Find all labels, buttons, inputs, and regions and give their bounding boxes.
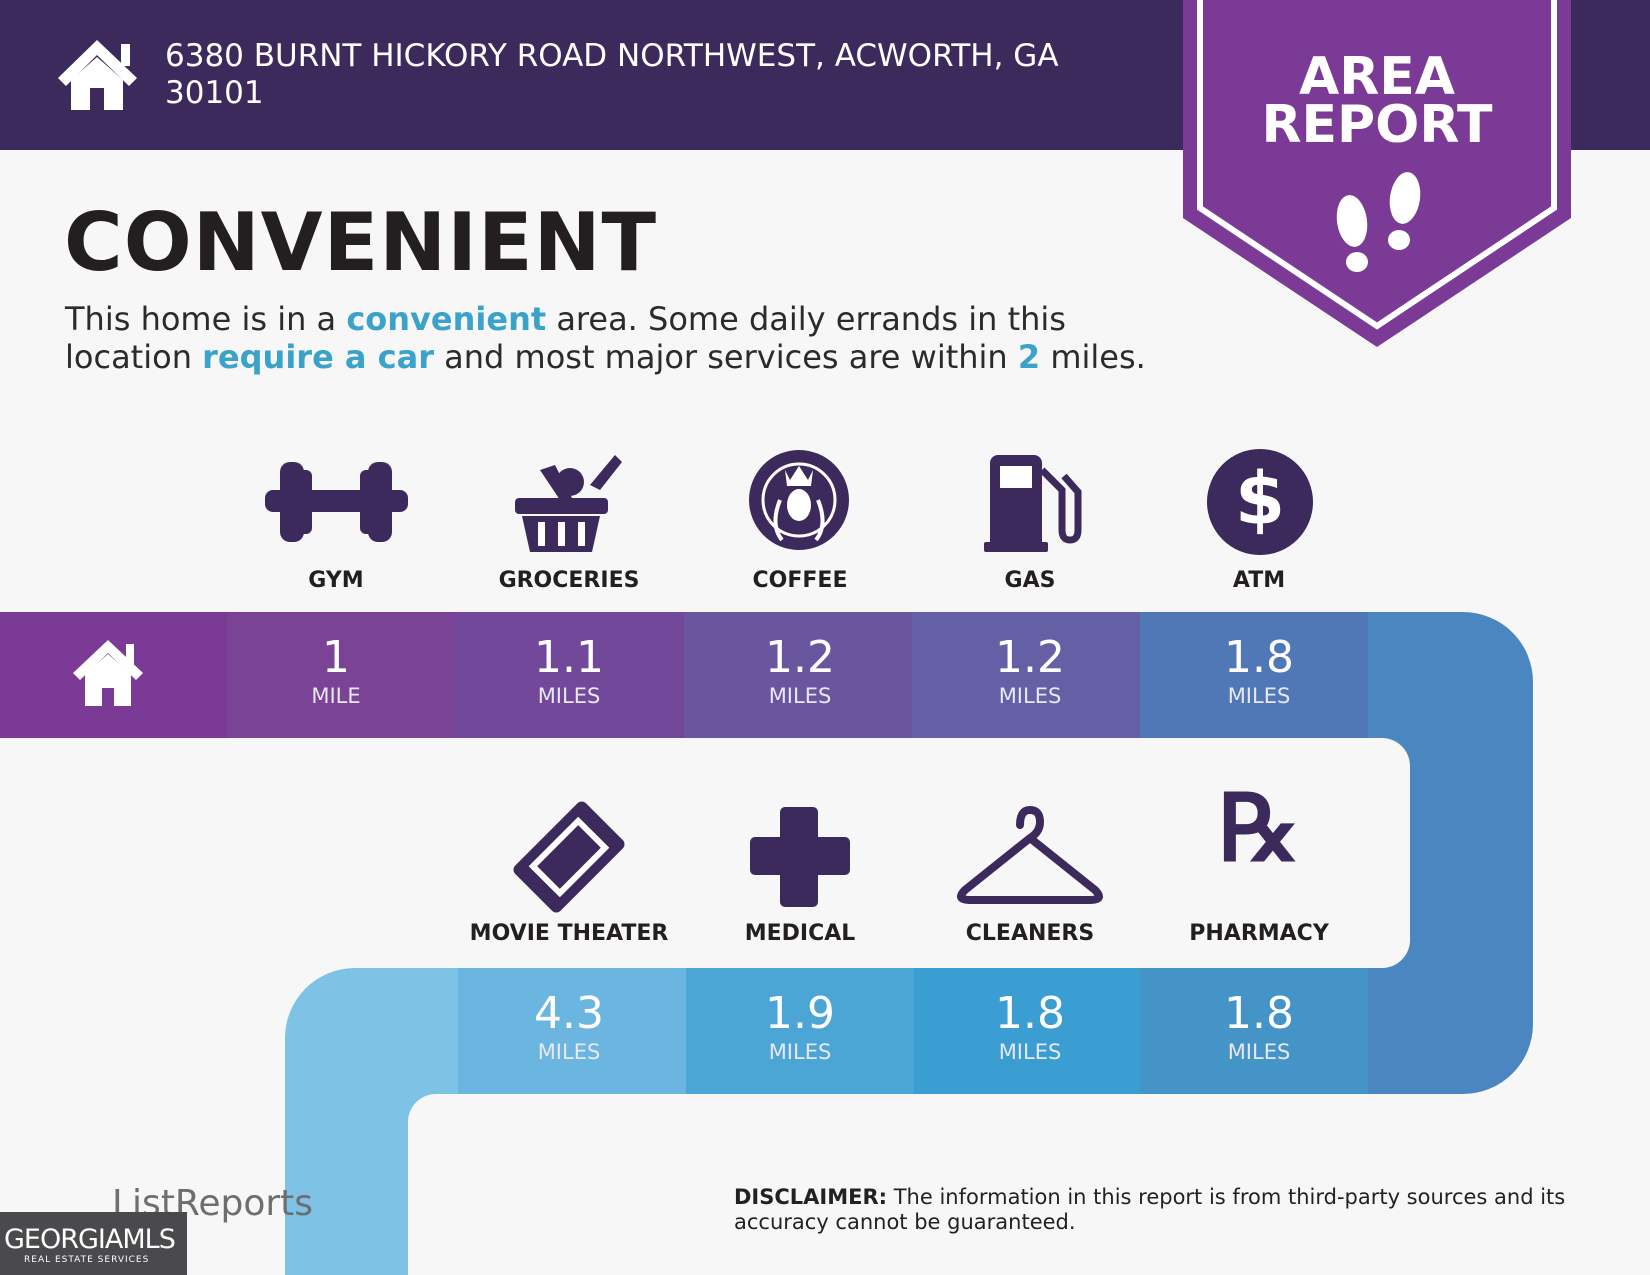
distance: 4.3 — [534, 988, 604, 1039]
mls-logo: GEORGIAMLS REAL ESTATE SERVICES — [0, 1212, 187, 1275]
section-title: CONVENIENT — [64, 196, 658, 289]
band-segment — [227, 612, 455, 738]
band-segment — [455, 612, 684, 738]
right-connector — [1368, 612, 1533, 1094]
mls-name: GEORGIAMLS — [4, 1224, 176, 1255]
amenity-label: MEDICAL — [744, 921, 856, 946]
amenity-label: ATM — [1232, 568, 1286, 593]
band-segment — [684, 612, 912, 738]
disclaimer-label: DISCLAIMER: — [734, 1185, 888, 1209]
badge-border — [1197, 0, 1557, 330]
distance-unit: MILES — [1227, 1040, 1291, 1064]
band-segment — [1140, 968, 1368, 1094]
distance-unit: MILES — [1227, 684, 1291, 708]
groceries-icon — [515, 455, 622, 552]
highlight: convenient — [346, 300, 547, 338]
distance-unit: MILES — [998, 684, 1062, 708]
description: This home is in a convenient area. Some … — [65, 300, 1185, 376]
band-segment — [914, 968, 1140, 1094]
home-icon — [58, 40, 137, 110]
description-text: miles. — [1040, 338, 1146, 376]
basket-slot — [558, 522, 565, 546]
distance: 1.8 — [1224, 632, 1294, 683]
highlight: 2 — [1017, 338, 1041, 376]
distance: 1.8 — [995, 988, 1065, 1039]
basket-slot — [538, 522, 545, 546]
band-segment — [912, 612, 1140, 738]
amenity-label: PHARMACY — [1189, 921, 1329, 946]
distance-unit: MILES — [768, 1040, 832, 1064]
badge-line: REPORT — [1261, 95, 1493, 155]
medical-icon — [750, 807, 850, 907]
gym-icon — [265, 462, 408, 542]
amenity-label: COFFEE — [752, 568, 848, 593]
atm-icon — [1207, 449, 1313, 555]
amenity-label: GAS — [1004, 568, 1056, 593]
band-home-icon — [73, 640, 143, 706]
coffee-icon — [749, 450, 849, 550]
distance-unit: MILES — [537, 1040, 601, 1064]
band-segment — [686, 968, 914, 1094]
distance: 1 — [322, 632, 350, 683]
distance-bands — [0, 612, 1533, 1275]
distance-unit: MILES — [768, 684, 832, 708]
badge-line: AREA — [1298, 47, 1456, 107]
description-text: area. Some daily errands in this locatio… — [65, 300, 1066, 376]
description-text: This home is in a — [65, 300, 347, 338]
address: 6380 BURNT HICKORY ROAD NORTHWEST, ACWOR… — [165, 38, 1059, 111]
distance: 1.1 — [534, 632, 604, 683]
distance: 1.8 — [1224, 988, 1294, 1039]
basket-slot — [578, 522, 585, 546]
disclaimer: DISCLAIMER: The information in this repo… — [734, 1185, 1594, 1235]
distance-unit: MILES — [998, 1040, 1062, 1064]
footprints-icon — [1336, 172, 1421, 272]
distance: 1.2 — [995, 632, 1065, 683]
amenity-label: CLEANERS — [965, 921, 1095, 946]
distance-unit: MILE — [311, 684, 361, 708]
amenity-label: GYM — [308, 568, 364, 593]
description-text: and most major services are within — [433, 338, 1018, 376]
band-segment — [458, 968, 686, 1094]
amenity-label: MOVIE THEATER — [469, 921, 669, 946]
distance: 1.2 — [765, 632, 835, 683]
pharmacy-icon: ℞ — [1218, 774, 1300, 882]
cleaners-icon — [957, 805, 1103, 904]
band-segment — [1140, 612, 1368, 738]
movie-icon — [513, 801, 625, 913]
disclaimer-text: The information in this report is from t… — [734, 1185, 1566, 1234]
atm-symbol: $ — [1235, 457, 1285, 541]
mls-tagline: REAL ESTATE SERVICES — [24, 1255, 150, 1265]
highlight: require a car — [202, 338, 434, 376]
amenity-label: GROCERIES — [498, 568, 640, 593]
left-connector — [285, 968, 458, 1275]
distance-unit: MILES — [537, 684, 601, 708]
distance: 1.9 — [765, 988, 835, 1039]
gas-window — [1000, 466, 1032, 488]
